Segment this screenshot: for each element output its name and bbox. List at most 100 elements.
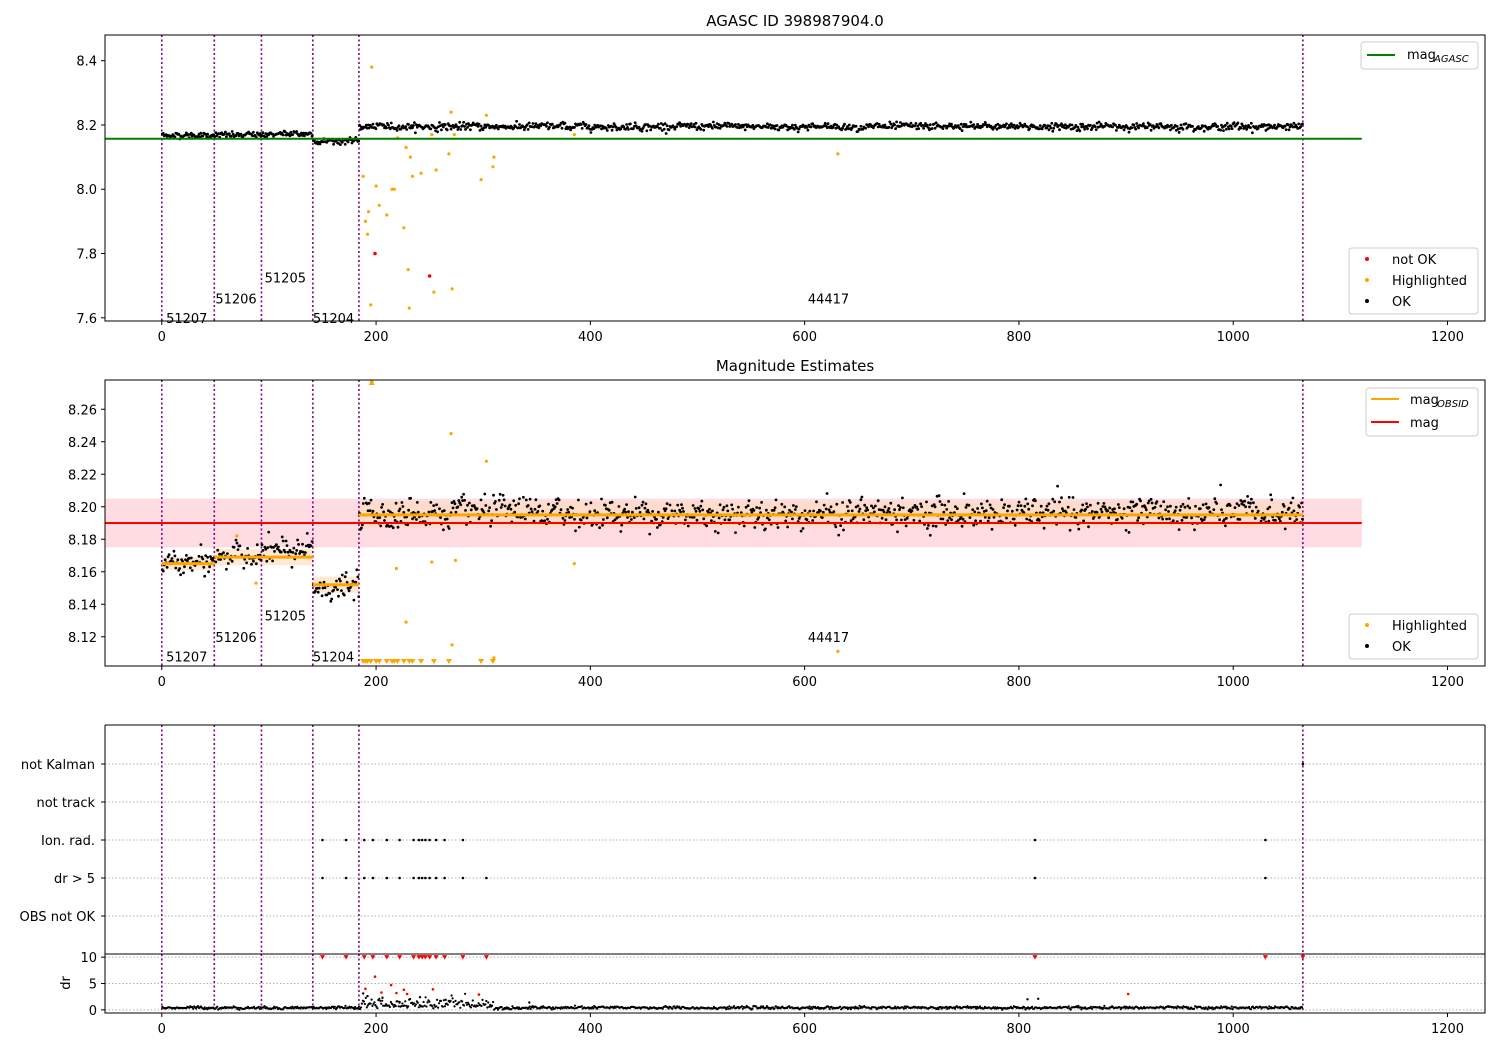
ok-point — [601, 523, 604, 527]
dr-point — [500, 1006, 503, 1009]
dr-point — [894, 1005, 897, 1008]
ok-point — [346, 140, 350, 144]
legend-frame — [1360, 41, 1479, 70]
flag-point — [371, 838, 375, 842]
ok-point — [161, 569, 165, 573]
ok-point — [1286, 123, 1290, 127]
clipped-marker — [400, 659, 407, 664]
ok-point — [858, 507, 862, 511]
ok-point — [534, 498, 538, 502]
dr-outlier-point — [477, 993, 481, 996]
ok-point — [292, 546, 296, 550]
legend-marker — [1365, 299, 1369, 303]
ok-point — [182, 571, 185, 575]
ok-point — [884, 518, 888, 522]
highlighted-point — [453, 558, 457, 563]
dr-point — [375, 1005, 378, 1008]
ok-point — [711, 126, 714, 130]
legend-marker — [1365, 278, 1369, 282]
ok-point — [725, 125, 729, 128]
ok-point — [203, 574, 207, 578]
flag-point — [461, 838, 465, 842]
dr-point — [1175, 1007, 1178, 1010]
ok-point — [1202, 518, 1206, 521]
dr-point — [354, 1006, 357, 1009]
dr-point — [432, 1007, 435, 1010]
ok-point — [625, 503, 628, 506]
ok-point — [1242, 503, 1246, 507]
ok-point — [340, 573, 344, 577]
dr-point — [680, 1007, 683, 1010]
ok-point — [1298, 505, 1301, 509]
ok-point — [541, 509, 545, 513]
ok-point — [344, 571, 348, 574]
dr-point — [444, 998, 447, 1001]
legend-marker — [1365, 623, 1369, 627]
ok-point — [842, 528, 845, 532]
ok-point — [1169, 128, 1172, 132]
ok-point — [382, 123, 385, 127]
ok-point — [1159, 504, 1163, 508]
ok-point — [254, 562, 258, 566]
obsid-label: 51206 — [215, 631, 256, 646]
dr-point — [1229, 1007, 1232, 1010]
ok-point — [604, 126, 608, 130]
ok-point — [534, 122, 538, 125]
ok-point — [593, 509, 597, 513]
ok-point — [766, 516, 769, 520]
dr-point — [376, 1007, 379, 1010]
legend-label: Highlighted — [1392, 619, 1467, 634]
ok-point — [730, 122, 734, 126]
highlighted-point — [430, 133, 434, 137]
ok-point — [304, 551, 307, 554]
ok-point — [1117, 503, 1120, 506]
ok-point — [695, 518, 699, 522]
highlighted-point — [235, 534, 239, 538]
flag-point — [1264, 838, 1267, 842]
dr-point — [853, 1007, 856, 1010]
dr-point — [809, 1007, 812, 1011]
ok-point — [339, 143, 342, 147]
dr-point — [364, 996, 367, 1000]
ok-point — [1177, 528, 1181, 531]
ok-point — [750, 510, 754, 514]
ok-point — [711, 509, 714, 513]
ok-point — [231, 132, 235, 136]
ok-point — [385, 126, 388, 130]
dr-point — [196, 1005, 200, 1008]
ok-point — [281, 133, 285, 137]
ok-point — [1051, 497, 1055, 501]
ok-point — [792, 504, 795, 507]
ok-point — [1171, 519, 1175, 523]
ok-point — [1219, 128, 1222, 132]
highlighted-point — [365, 232, 370, 236]
ok-point — [415, 501, 419, 504]
ok-point — [1165, 517, 1168, 521]
ok-point — [967, 503, 971, 507]
ok-point — [1018, 121, 1022, 125]
dr-point — [903, 1005, 906, 1008]
highlighted-point — [491, 165, 495, 169]
dr-point — [485, 999, 488, 1003]
ok-point — [1135, 502, 1139, 506]
dr-outlier-point — [405, 992, 409, 996]
dr-point — [1248, 1005, 1251, 1009]
ok-point — [1219, 483, 1222, 487]
ok-point — [600, 497, 603, 501]
ok-point — [1179, 505, 1183, 508]
ok-point — [648, 532, 652, 536]
flag-point — [385, 876, 389, 880]
dr-point — [945, 1005, 948, 1009]
flag-point — [321, 876, 324, 880]
ok-point — [619, 530, 623, 533]
ok-point — [449, 127, 453, 131]
ok-point — [559, 508, 563, 512]
ok-point — [1003, 503, 1006, 506]
ok-point — [405, 128, 409, 131]
ok-point — [630, 518, 633, 521]
ok-point — [261, 131, 265, 135]
ok-point — [543, 519, 546, 523]
ok-point — [893, 508, 896, 512]
dr-point — [291, 1005, 294, 1008]
ok-point — [666, 517, 670, 520]
